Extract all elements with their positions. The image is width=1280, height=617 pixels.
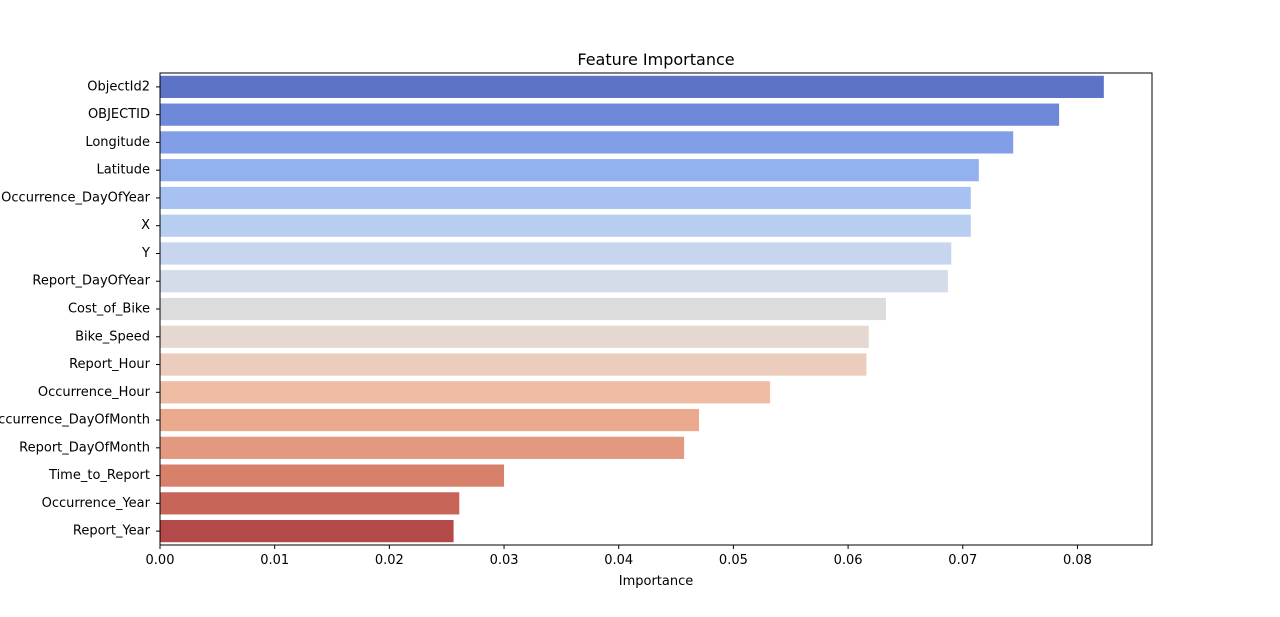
y-tick-label: Bike_Speed	[75, 329, 150, 344]
bar-latitude	[160, 159, 979, 182]
bar-occurrence-year	[160, 492, 460, 515]
y-tick-label: Longitude	[85, 135, 150, 150]
bar-time-to-report	[160, 464, 505, 487]
bar-longitude	[160, 131, 1014, 154]
y-tick-label: Report_DayOfMonth	[19, 440, 150, 455]
bar-objectid	[160, 103, 1060, 126]
bar-y	[160, 242, 952, 265]
chart-title: Feature Importance	[577, 50, 734, 69]
bar-report-dayofyear	[160, 270, 948, 293]
y-tick-label: Cost_of_Bike	[68, 302, 150, 317]
x-tick-label: 0.04	[604, 553, 633, 568]
x-tick-label: 0.00	[146, 553, 175, 568]
bar-bike-speed	[160, 325, 869, 348]
bar-report-year	[160, 520, 454, 543]
bar-occurrence-hour	[160, 381, 771, 404]
y-tick-label: Occurrence_Year	[42, 496, 151, 511]
y-tick-label: Report_DayOfYear	[32, 274, 150, 289]
y-tick-label: Report_Year	[73, 524, 151, 539]
x-tick-label: 0.02	[375, 553, 404, 568]
y-tick-label: Report_Hour	[69, 357, 151, 372]
x-tick-label: 0.06	[834, 553, 863, 568]
bar-objectid2	[160, 75, 1104, 98]
bar-cost-of-bike	[160, 297, 886, 321]
bar-occurrence-dayofmonth	[160, 408, 700, 432]
y-tick-label: Occurrence_DayOfYear	[1, 190, 150, 205]
x-tick-label: 0.08	[1063, 553, 1092, 568]
bar-report-hour	[160, 353, 867, 376]
x-axis-label: Importance	[619, 574, 694, 589]
y-tick-label: OBJECTID	[88, 107, 150, 122]
y-tick-label: X	[141, 218, 150, 233]
y-axis-ticks: ObjectId2 OBJECTID Longitude Latitude Occurr…	[0, 79, 160, 539]
x-tick-label: 0.07	[948, 553, 977, 568]
y-tick-label: Occurrence_Hour	[38, 385, 151, 400]
x-tick-label: 0.05	[719, 553, 748, 568]
x-tick-label: 0.01	[260, 553, 289, 568]
plot-frame	[159, 72, 1153, 546]
bars-layer	[160, 75, 1104, 543]
y-tick-label: Time_to_Report	[48, 468, 150, 483]
x-axis-ticks: 0.00 0.01 0.02 0.03 0.04 0.05 0.06 0.07 0.08	[146, 545, 1092, 568]
y-tick-label: Y	[141, 246, 150, 261]
y-tick-label: Latitude	[96, 163, 150, 178]
bar-occurrence-dayofyear	[160, 186, 971, 210]
bar-report-dayofmonth	[160, 436, 685, 459]
y-tick-label: ObjectId2	[87, 79, 150, 94]
y-tick-label: Occurrence_DayOfMonth	[0, 413, 150, 428]
x-tick-label: 0.03	[490, 553, 519, 568]
bar-x	[160, 214, 971, 237]
